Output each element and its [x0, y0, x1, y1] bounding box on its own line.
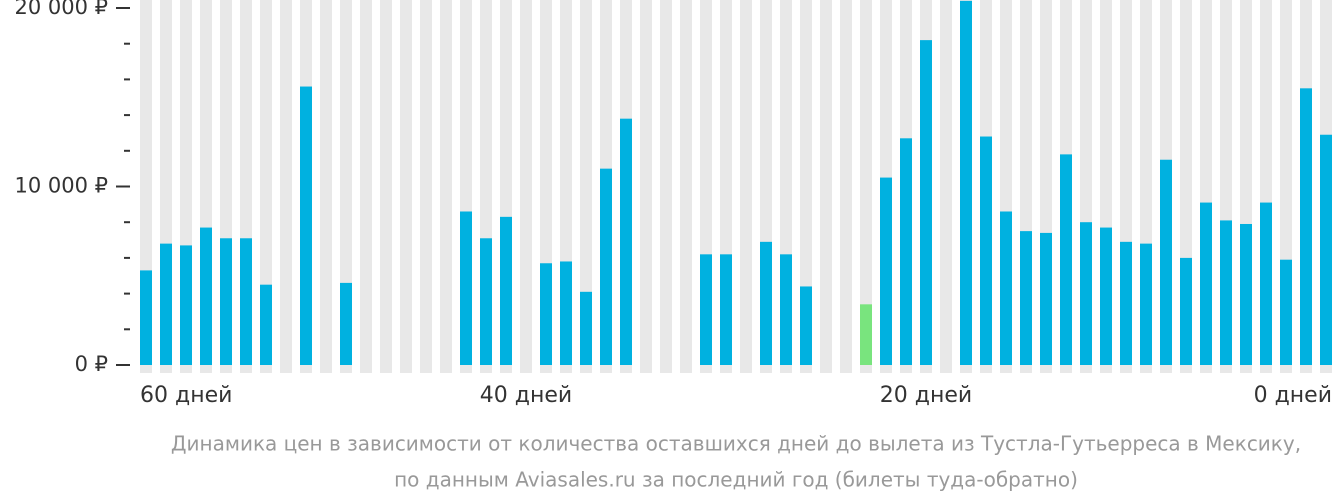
- bar: [1000, 211, 1012, 365]
- stripe: [340, 0, 352, 373]
- bar: [480, 238, 492, 365]
- bar: [960, 0, 972, 366]
- bar: [300, 86, 312, 365]
- bar: [1120, 241, 1132, 365]
- stripe: [660, 0, 672, 373]
- bar: [780, 254, 792, 365]
- bar: [200, 227, 212, 365]
- bar: [860, 304, 872, 365]
- bar: [340, 282, 352, 365]
- bar: [1140, 243, 1152, 365]
- bar: [1020, 231, 1032, 365]
- bar: [760, 241, 772, 365]
- stripe: [400, 0, 412, 373]
- bar: [580, 291, 592, 365]
- x-tick-label: 40 дней: [480, 383, 572, 408]
- bar: [920, 40, 932, 365]
- y-tick-label: 20 000 ₽: [14, 0, 108, 19]
- stripe: [800, 0, 812, 373]
- bar: [720, 254, 732, 365]
- stripe: [360, 0, 372, 373]
- bar: [1220, 220, 1232, 365]
- stripe: [520, 0, 532, 373]
- bar: [540, 263, 552, 365]
- x-tick-label: 0 дней: [1254, 383, 1332, 408]
- caption: по данным Aviasales.ru за последний год …: [394, 468, 1078, 492]
- stripe: [820, 0, 832, 373]
- bar: [1240, 223, 1252, 365]
- bar: [1280, 259, 1292, 365]
- bar: [1200, 202, 1212, 365]
- stripe: [740, 0, 752, 373]
- bar: [900, 138, 912, 365]
- bar: [160, 243, 172, 365]
- bar: [1100, 227, 1112, 365]
- bar: [600, 168, 612, 365]
- bar: [880, 177, 892, 365]
- stripe: [580, 0, 592, 373]
- bar: [240, 238, 252, 365]
- bar: [800, 286, 812, 365]
- bar: [620, 118, 632, 365]
- bar: [1040, 232, 1052, 365]
- stripe: [680, 0, 692, 373]
- stripe: [320, 0, 332, 373]
- stripe: [440, 0, 452, 373]
- stripe: [840, 0, 852, 373]
- bar: [980, 136, 992, 365]
- bar: [560, 261, 572, 365]
- y-tick-label: 0 ₽: [75, 352, 108, 376]
- bar: [700, 254, 712, 365]
- caption: Динамика цен в зависимости от количества…: [171, 432, 1301, 456]
- bar: [260, 284, 272, 365]
- bar: [1260, 202, 1272, 365]
- stripe: [860, 0, 872, 373]
- x-tick-label: 20 дней: [880, 383, 972, 408]
- bar: [1080, 222, 1092, 365]
- y-tick-label: 10 000 ₽: [14, 174, 108, 198]
- bar: [1160, 159, 1172, 365]
- bar: [1300, 88, 1312, 365]
- bar: [500, 216, 512, 365]
- bar: [1320, 134, 1332, 365]
- stripe: [640, 0, 652, 373]
- bar: [140, 270, 152, 365]
- bar: [180, 245, 192, 365]
- stripe: [260, 0, 272, 373]
- stripe: [940, 0, 952, 373]
- stripe: [420, 0, 432, 373]
- stripe: [280, 0, 292, 373]
- bar: [1180, 257, 1192, 365]
- bar: [220, 238, 232, 365]
- bar: [1060, 154, 1072, 365]
- stripe: [380, 0, 392, 373]
- bar: [460, 211, 472, 365]
- x-tick-label: 60 дней: [140, 383, 232, 408]
